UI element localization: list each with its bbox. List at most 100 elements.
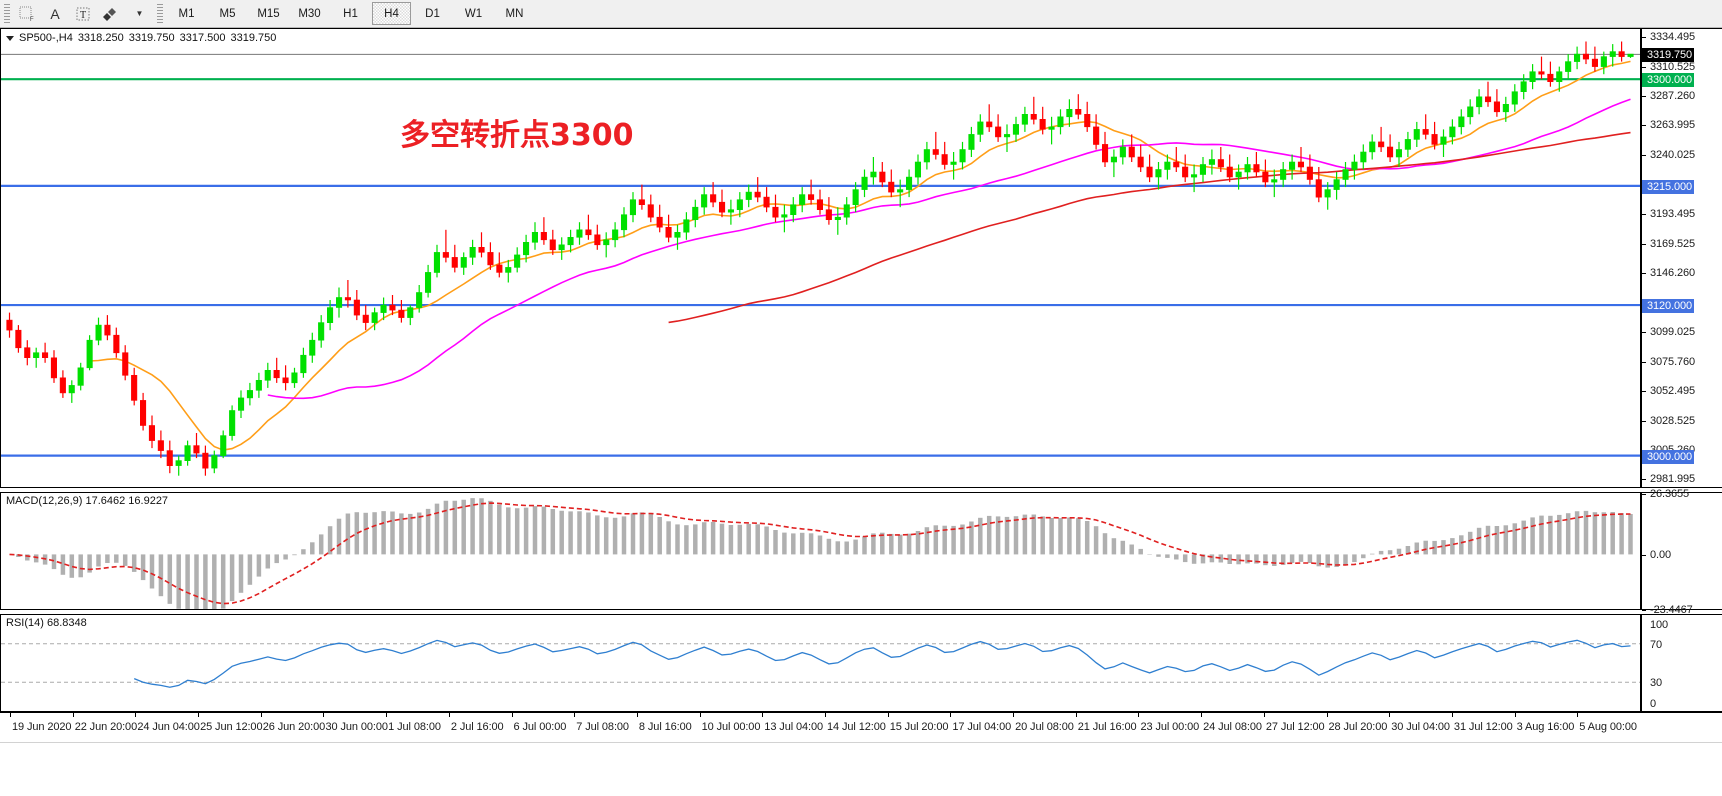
price-tick-label: 3099.025: [1650, 326, 1696, 339]
time-tick: [950, 713, 952, 717]
toolbar-grip-1[interactable]: [4, 3, 10, 24]
time-tick-label: 20 Jul 08:00: [1015, 721, 1074, 733]
time-axis[interactable]: 19 Jun 2020 22 Jun 20:00 24 Jun 04:00 25 Ju…: [0, 712, 1722, 742]
price-tick-label: 3334.495: [1650, 30, 1696, 43]
time-tick: [135, 713, 137, 717]
price-candlestick-plot: [1, 41, 1640, 476]
time-tick-label: 14 Jul 12:00: [827, 721, 886, 733]
time-tick-label: 24 Jun 04:00: [137, 721, 200, 733]
time-tick: [1013, 713, 1015, 717]
chart-menu-triangle-icon[interactable]: [6, 35, 14, 41]
time-tick: [72, 713, 74, 717]
time-tick: [1326, 713, 1328, 717]
price-chart-pane[interactable]: [0, 28, 1641, 488]
macd-indicator-pane[interactable]: [0, 492, 1641, 610]
rsi-plot: [1, 639, 1640, 688]
symbol-info-bar: SP500-,H4 3318.250 3319.750 3317.500 331…: [6, 32, 276, 44]
price-tick: [1642, 273, 1646, 275]
time-tick-label: 7 Jul 08:00: [576, 721, 629, 733]
time-tick-label: 23 Jul 00:00: [1140, 721, 1200, 733]
timeframe-w1[interactable]: W1: [464, 7, 483, 20]
time-tick: [386, 713, 388, 717]
toolbar: F A T ▼ M1 M5 M15 M30 H1 H4 D1 W1 MN: [0, 0, 1722, 28]
timeframe-h4[interactable]: H4: [372, 2, 411, 25]
svg-text:F: F: [30, 17, 34, 22]
price-tick: [1642, 390, 1646, 392]
symbol-open: 3318.250: [77, 32, 124, 44]
time-tick-label: 13 Jul 04:00: [764, 721, 824, 733]
time-tick: [699, 713, 701, 717]
time-tick-label: 21 Jul 16:00: [1077, 721, 1137, 733]
time-tick-label: 30 Jun 00:00: [325, 721, 388, 733]
timeframe-h1[interactable]: H1: [343, 7, 358, 20]
price-badge-level[interactable]: 3120.000: [1642, 299, 1695, 314]
macd-label: MACD(12,26,9) 17.6462 16.9227: [6, 495, 169, 507]
text-box-icon[interactable]: T: [70, 2, 96, 26]
time-tick-label: 8 Jul 16:00: [638, 721, 692, 733]
timeframe-mn[interactable]: MN: [505, 7, 524, 20]
price-badge-level[interactable]: 3300.000: [1642, 73, 1695, 88]
rsi-indicator-pane[interactable]: [0, 614, 1641, 712]
time-tick-label: 24 Jul 08:00: [1203, 721, 1262, 733]
shapes-icon[interactable]: [98, 2, 124, 26]
time-tick: [10, 713, 11, 717]
price-axis[interactable]: 3334.495 3310.525 3287.260 3263.995 3240.025…: [1641, 28, 1722, 488]
time-tick-label: 15 Jul 20:00: [889, 721, 949, 733]
time-tick-label: 26 Jun 20:00: [262, 721, 326, 733]
chart-annotation-text[interactable]: 多空转折点3300: [400, 118, 634, 153]
rsi-axis[interactable]: 100 70 30 0: [1641, 614, 1722, 712]
price-badge-last-price[interactable]: 3319.750: [1642, 48, 1695, 63]
time-tick: [448, 713, 450, 717]
time-tick: [574, 713, 576, 717]
price-badge-level[interactable]: 3000.000: [1642, 449, 1695, 464]
time-tick: [323, 713, 325, 717]
timeframe-m15[interactable]: M15: [257, 7, 280, 20]
macd-axis[interactable]: 26.3655 0.00 -23.4467: [1641, 488, 1722, 616]
symbol-low: 3317.500: [179, 32, 226, 44]
time-tick: [198, 713, 200, 717]
macd-tick-label: 26.3655: [1650, 488, 1690, 500]
price-tick-label: 3240.025: [1650, 149, 1696, 162]
crosshair-icon[interactable]: F: [14, 2, 40, 26]
time-tick: [1514, 713, 1516, 717]
time-tick: [887, 713, 889, 717]
price-tick-label: 2981.995: [1650, 473, 1696, 486]
time-tick-label: 5 Aug 00:00: [1579, 721, 1637, 733]
time-tick: [636, 713, 638, 717]
price-tick: [1642, 361, 1646, 363]
price-badge-level[interactable]: 3215.000: [1642, 179, 1695, 194]
timeframe-m30[interactable]: M30: [298, 7, 321, 20]
timeframe-m5[interactable]: M5: [219, 7, 236, 20]
timeframe-d1[interactable]: D1: [425, 7, 440, 20]
rsi-axis-line: [1641, 615, 1642, 711]
toolbar-grip-2[interactable]: [157, 3, 163, 24]
time-tick: [1263, 713, 1265, 717]
price-tick-label: 3263.995: [1650, 119, 1696, 132]
timeframe-m1[interactable]: M1: [178, 7, 195, 20]
time-tick-label: 6 Jul 00:00: [513, 721, 567, 733]
price-tick-label: 3310.525: [1650, 60, 1696, 73]
price-tick: [1642, 243, 1646, 245]
time-tick-label: 31 Jul 12:00: [1453, 721, 1513, 733]
macd-plot: [9, 498, 1633, 609]
timeframe-group: M1 M5 M15 M30 H1 H4 D1 W1 MN: [166, 2, 535, 25]
price-tick: [1642, 420, 1646, 422]
price-tick: [1642, 66, 1646, 68]
svg-text:T: T: [80, 10, 86, 21]
rsi-tick-label: 100: [1650, 619, 1669, 631]
shapes-dropdown-icon[interactable]: ▼: [135, 9, 144, 18]
text-label-icon[interactable]: A: [50, 5, 60, 22]
macd-tick: [1642, 555, 1646, 557]
price-tick-label: 3146.260: [1650, 267, 1696, 280]
price-tick: [1642, 332, 1646, 334]
time-tick: [1577, 713, 1579, 717]
time-tick: [1138, 713, 1140, 717]
time-tick: [1389, 713, 1391, 717]
price-tick: [1642, 479, 1646, 481]
price-tick-label: 3075.760: [1650, 355, 1696, 368]
price-tick: [1642, 213, 1646, 215]
time-tick: [511, 713, 513, 717]
time-tick-label: 2 Jul 16:00: [450, 721, 504, 733]
price-tick-label: 3169.525: [1650, 237, 1696, 250]
